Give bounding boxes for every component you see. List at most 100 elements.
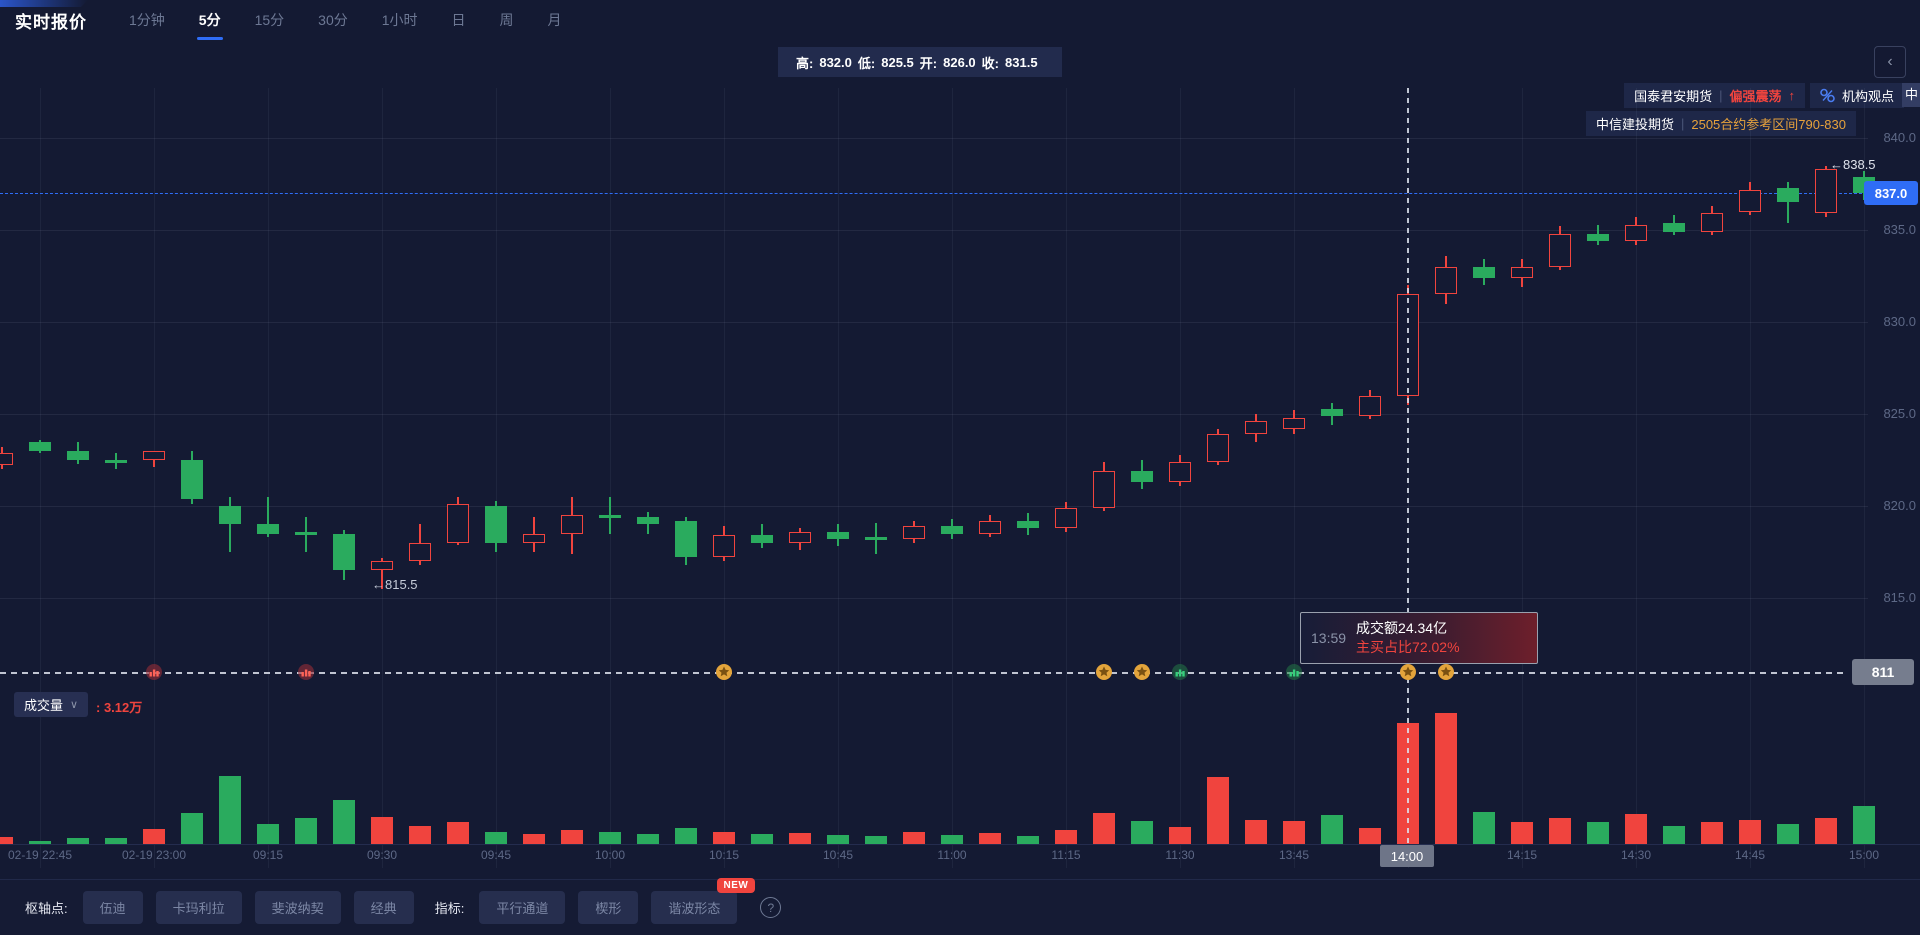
indicator-button-harmonic[interactable]: 谐波形态 NEW [651,878,756,924]
event-marker-green[interactable] [1285,663,1303,681]
volume-bar[interactable] [1625,814,1647,844]
candle[interactable] [1321,408,1343,416]
indicator-button-wedge[interactable]: 楔形 [578,891,639,924]
volume-bar[interactable] [1283,821,1305,844]
volume-bar[interactable] [827,835,849,844]
volume-bar[interactable] [0,837,13,844]
volume-bar[interactable] [979,833,1001,844]
event-marker-gold[interactable] [1399,663,1417,681]
candle[interactable] [143,450,165,460]
volume-bar[interactable] [941,835,963,844]
candle[interactable] [789,531,811,543]
volume-bar[interactable] [637,834,659,844]
collapse-panel-button[interactable]: ‹ [1874,46,1906,78]
volume-bar[interactable] [713,832,735,844]
candle[interactable] [409,542,431,562]
volume-bar[interactable] [1663,826,1685,844]
candle[interactable] [979,520,1001,534]
volume-bar[interactable] [1321,815,1343,844]
volume-bar[interactable] [1055,830,1077,844]
volume-bar[interactable] [1169,827,1191,844]
candle[interactable] [29,441,51,451]
volume-bar[interactable] [219,776,241,844]
candle[interactable] [751,535,773,543]
candle[interactable] [0,452,13,466]
candle[interactable] [219,506,241,525]
event-marker-gold[interactable] [1437,663,1455,681]
candle[interactable] [333,533,355,571]
tab-timeframe-1min[interactable]: 1分钟 [129,12,165,28]
volume-bar[interactable] [1511,822,1533,844]
pivot-button-woodie[interactable]: 伍迪 [82,891,143,924]
candle[interactable] [1093,471,1115,508]
volume-bar[interactable] [1093,813,1115,844]
volume-bar[interactable] [675,828,697,844]
volume-bar[interactable] [523,834,545,844]
volume-bar[interactable] [371,817,393,844]
candle[interactable] [371,561,393,571]
tab-timeframe-15min[interactable]: 15分 [254,12,285,28]
tab-timeframe-month[interactable]: 月 [547,12,562,28]
candle[interactable] [1245,421,1267,435]
volume-bar[interactable] [1017,836,1039,844]
candle[interactable] [1587,233,1609,242]
volume-bar[interactable] [143,829,165,844]
tab-timeframe-day[interactable]: 日 [451,12,466,28]
event-marker-gold[interactable] [1133,663,1151,681]
candle[interactable] [1283,417,1305,429]
candle[interactable] [713,535,735,558]
candle[interactable] [1663,222,1685,232]
institution-opinion-zhongxin[interactable]: 中信建投期货 | 2505合约参考区间790-830 [1585,111,1856,136]
candle[interactable] [1549,233,1571,267]
volume-bar[interactable] [1207,777,1229,844]
candle[interactable] [447,504,469,543]
volume-bar[interactable] [1435,713,1457,844]
candle[interactable] [1207,434,1229,462]
candle[interactable] [827,531,849,540]
candle[interactable] [1017,520,1039,529]
candle[interactable] [1777,187,1799,203]
tab-timeframe-30min[interactable]: 30分 [318,12,348,28]
tab-timeframe-week[interactable]: 周 [499,12,514,28]
event-marker-red[interactable] [145,663,163,681]
candle[interactable] [523,533,545,543]
tab-timeframe-5min[interactable]: 5分 [196,6,223,40]
institution-partial-next[interactable]: 中 [1902,83,1920,107]
volume-bar[interactable] [1777,824,1799,844]
tab-timeframe-1hour[interactable]: 1小时 [381,12,418,28]
candle[interactable] [105,460,127,463]
volume-bar[interactable] [1359,828,1381,844]
candle[interactable] [1131,471,1153,482]
volume-bar[interactable] [1815,818,1837,844]
event-marker-red[interactable] [297,663,315,681]
candle[interactable] [1815,169,1837,214]
candle[interactable] [903,526,925,540]
volume-bar[interactable] [789,833,811,844]
volume-bar[interactable] [29,840,51,844]
volume-bar[interactable] [1473,812,1495,844]
volume-bar[interactable] [865,836,887,844]
candle[interactable] [181,460,203,499]
candle[interactable] [1169,461,1191,482]
pivot-button-camarilla[interactable]: 卡玛利拉 [155,891,242,924]
volume-bar[interactable] [1853,806,1875,844]
volume-bar[interactable] [1701,822,1723,844]
candle[interactable] [485,506,507,543]
volume-bar[interactable] [561,830,583,844]
event-marker-gold[interactable] [1095,663,1113,681]
candle[interactable] [1739,189,1761,212]
candle[interactable] [1435,266,1457,295]
pivot-button-classic[interactable]: 经典 [353,891,414,924]
candle[interactable] [1473,266,1495,278]
volume-bar[interactable] [409,826,431,844]
pivot-button-fibonacci[interactable]: 斐波纳契 [254,891,341,924]
candle[interactable] [637,517,659,525]
volume-bar[interactable] [903,832,925,844]
volume-bar[interactable] [1549,818,1571,844]
volume-bar[interactable] [67,838,89,844]
help-icon[interactable]: ? [760,897,782,918]
candle[interactable] [1625,224,1647,242]
candle[interactable] [1511,266,1533,278]
volume-bar[interactable] [1587,822,1609,844]
candle[interactable] [675,520,697,558]
